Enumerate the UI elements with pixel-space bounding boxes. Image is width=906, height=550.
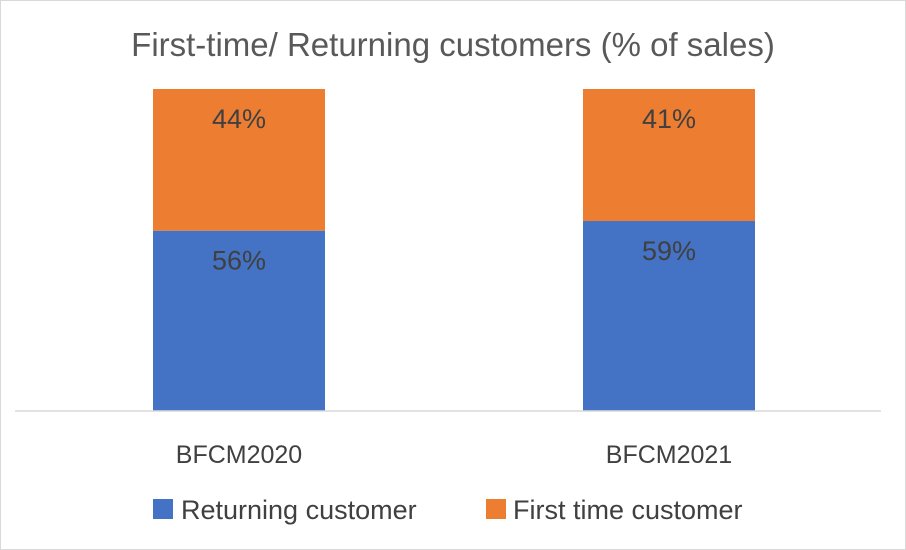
legend: Returning customer First time customer bbox=[153, 495, 743, 525]
bar-first-time-customer-bfcm2021 bbox=[583, 89, 755, 222]
bar-returning-customer-bfcm2020 bbox=[153, 230, 325, 411]
data-label-first-time-customer-bfcm2021: 41% bbox=[642, 104, 696, 134]
category-label-bfcm2020: BFCM2020 bbox=[176, 441, 302, 469]
chart-title: First-time/ Returning customers (% of sa… bbox=[131, 26, 775, 63]
category-label-bfcm2021: BFCM2021 bbox=[606, 441, 732, 469]
data-label-first-time-customer-bfcm2020: 44% bbox=[212, 104, 266, 134]
legend-label-returning-customer: Returning customer bbox=[181, 495, 417, 525]
category-labels: BFCM2020 BFCM2021 bbox=[176, 441, 732, 469]
legend-swatch-first-time-customer bbox=[486, 499, 506, 519]
bar-first-time-customer-bfcm2020 bbox=[153, 89, 325, 231]
bars-group: 56% 44% 59% 41% bbox=[153, 89, 755, 411]
legend-label-first-time-customer: First time customer bbox=[513, 495, 743, 525]
data-label-returning-customer-bfcm2021: 59% bbox=[642, 236, 696, 266]
bar-returning-customer-bfcm2021 bbox=[583, 221, 755, 411]
legend-swatch-returning-customer bbox=[153, 499, 173, 519]
data-label-returning-customer-bfcm2020: 56% bbox=[212, 246, 266, 276]
